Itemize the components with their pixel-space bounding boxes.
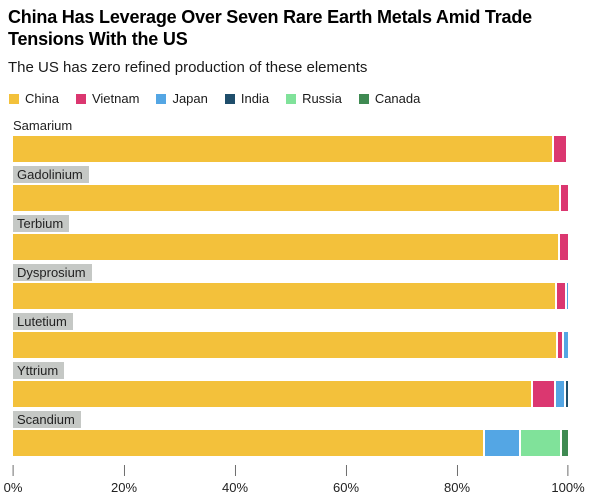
bar-segment-vietnam [556,332,563,358]
stacked-bar-scandium [13,430,568,456]
stacked-bar-lutetium [13,332,568,358]
bar-row-gadolinium: Gadolinium [13,166,568,211]
bar-segment-japan [562,332,568,358]
stacked-bar-dysprosium [13,283,568,309]
axis-tick-100pct: 100% [551,465,585,495]
category-label-yttrium: Yttrium [13,362,65,379]
tick-label: 80% [443,480,471,495]
stacked-bar-gadolinium [13,185,568,211]
bar-segment-vietnam [559,185,568,211]
legend-item-japan: Japan [156,91,208,106]
tick-label: 60% [332,480,360,495]
category-label-scandium: Scandium [13,411,81,428]
bar-segment-india [563,381,568,407]
bar-segment-china [13,136,553,162]
legend-label: India [240,91,270,106]
legend-item-china: China [9,91,59,106]
bar-segment-russia [519,430,560,456]
legend-label: Vietnam [91,91,140,106]
bar-segment-canada [559,430,568,456]
legend-label: Japan [172,91,208,106]
category-label-lutetium: Lutetium [13,313,73,330]
legend-swatch-china [9,93,19,104]
bar-row-yttrium: Yttrium [13,362,568,407]
legend-swatch-india [224,93,235,104]
legend-label: China [25,91,59,106]
legend-swatch-canada [358,93,369,104]
bar-segment-japan [565,283,568,309]
legend-item-india: India [224,91,270,106]
legend-swatch-japan [156,93,167,104]
bar-segment-china [13,332,557,358]
tick-label: 20% [110,480,138,495]
bar-row-terbium: Terbium [13,215,568,260]
x-axis: 0% 20% 40% 60% 80% 100% [4,465,585,497]
axis-tick-20pct: 20% [111,465,137,495]
tick-label: 0% [3,480,23,495]
tick-mark [345,465,347,476]
stacked-bar-samarium [13,136,568,162]
legend-item-vietnam: Vietnam [75,91,140,106]
axis-tick-40pct: 40% [222,465,248,495]
chart-title: China Has Leverage Over Seven Rare Earth… [8,7,532,49]
stacked-bar-chart: Samarium Gadolinium Terbium Dysprosium Lutet… [13,117,568,456]
bar-row-lutetium: Lutetium [13,313,568,358]
bar-segment-china [13,283,555,309]
legend-label: Canada [374,91,421,106]
category-label-gadolinium: Gadolinium [13,166,89,183]
bar-segment-japan [554,381,564,407]
legend-item-canada: Canada [358,91,421,106]
legend-item-russia: Russia [286,91,342,106]
tick-label: 40% [221,480,249,495]
bar-segment-china [13,234,558,260]
tick-mark [234,465,236,476]
tick-mark [456,465,458,476]
category-label-dysprosium: Dysprosium [13,264,92,281]
axis-tick-80pct: 80% [444,465,470,495]
axis-tick-0pct: 0% [3,465,23,495]
legend-label: Russia [302,91,342,106]
bar-segment-vietnam [554,283,566,309]
tick-mark [12,465,14,476]
legend-swatch-russia [286,93,297,104]
bar-segment-china [13,381,532,407]
tick-mark [567,465,569,476]
bar-row-scandium: Scandium [13,411,568,456]
bar-segment-japan [565,136,568,162]
stacked-bar-yttrium [13,381,568,407]
axis-tick-60pct: 60% [333,465,359,495]
tick-mark [123,465,125,476]
category-label-terbium: Terbium [13,215,70,232]
stacked-bar-terbium [13,234,568,260]
bar-segment-japan [482,430,520,456]
tick-label: 100% [551,480,585,495]
legend-swatch-vietnam [75,93,86,104]
legend: China Vietnam Japan India Russia Canada [9,91,592,106]
bar-segment-vietnam [558,234,568,260]
bar-segment-vietnam [531,381,555,407]
bar-segment-china [13,430,483,456]
chart-subtitle: The US has zero refined production of th… [8,59,368,76]
bar-segment-vietnam [552,136,566,162]
bar-segment-china [13,185,560,211]
bar-row-dysprosium: Dysprosium [13,264,568,309]
category-label-samarium: Samarium [13,118,73,133]
bar-row-samarium: Samarium [13,117,568,162]
